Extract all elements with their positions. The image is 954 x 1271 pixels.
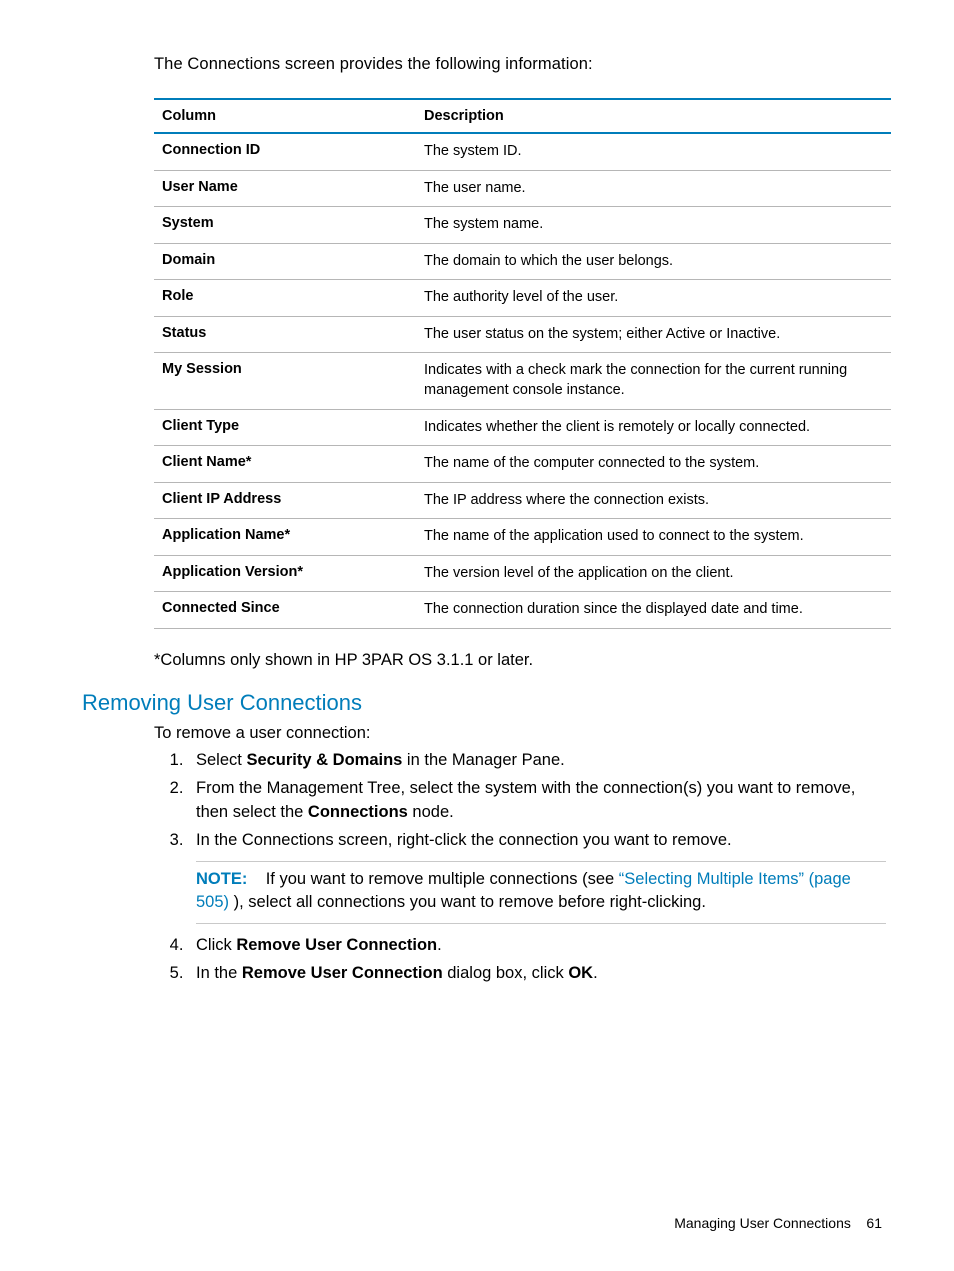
cell-description: The IP address where the connection exis… xyxy=(416,482,891,519)
table-row: DomainThe domain to which the user belon… xyxy=(154,243,891,280)
cell-description: The connection duration since the displa… xyxy=(416,592,891,629)
text: . xyxy=(437,936,442,954)
table-row: Client IP AddressThe IP address where th… xyxy=(154,482,891,519)
connections-table: Column Description Connection IDThe syst… xyxy=(154,98,891,629)
table-row: StatusThe user status on the system; eit… xyxy=(154,316,891,353)
cell-description: The name of the application used to conn… xyxy=(416,519,891,556)
cell-description: The user name. xyxy=(416,170,891,207)
text: In the Connections screen, right-click t… xyxy=(196,831,732,849)
text: . xyxy=(593,964,598,982)
cell-description: Indicates with a check mark the connecti… xyxy=(416,353,891,409)
cell-column: Client Type xyxy=(154,409,416,446)
table-row: SystemThe system name. xyxy=(154,207,891,244)
table-header-row: Column Description xyxy=(154,99,891,133)
cell-description: The system ID. xyxy=(416,133,891,170)
th-description: Description xyxy=(416,99,891,133)
text: In the xyxy=(196,964,242,982)
text: Select xyxy=(196,751,246,769)
table-row: Client TypeIndicates whether the client … xyxy=(154,409,891,446)
text: dialog box, click xyxy=(443,964,569,982)
text: node. xyxy=(408,803,454,821)
step-4: Click Remove User Connection. xyxy=(188,934,886,958)
table-row: Connection IDThe system ID. xyxy=(154,133,891,170)
cell-description: The version level of the application on … xyxy=(416,555,891,592)
text: in the Manager Pane. xyxy=(402,751,564,769)
step-1: Select Security & Domains in the Manager… xyxy=(188,749,886,773)
cell-column: Status xyxy=(154,316,416,353)
cell-description: The user status on the system; either Ac… xyxy=(416,316,891,353)
cell-description: The domain to which the user belongs. xyxy=(416,243,891,280)
bold-text: Remove User Connection xyxy=(242,964,443,982)
section-heading: Removing User Connections xyxy=(82,690,886,716)
note-box: NOTE: If you want to remove multiple con… xyxy=(196,861,886,925)
table-row: Client Name*The name of the computer con… xyxy=(154,446,891,483)
bold-text: Security & Domains xyxy=(246,751,402,769)
step-5: In the Remove User Connection dialog box… xyxy=(188,962,886,986)
cell-column: Role xyxy=(154,280,416,317)
cell-description: The authority level of the user. xyxy=(416,280,891,317)
steps-list: Select Security & Domains in the Manager… xyxy=(154,749,886,986)
cell-column: Application Version* xyxy=(154,555,416,592)
text: Click xyxy=(196,936,236,954)
note-text: If you want to remove multiple connectio… xyxy=(266,870,619,888)
steps-lead: To remove a user connection: xyxy=(154,724,886,743)
intro-text: The Connections screen provides the foll… xyxy=(154,55,886,74)
table-row: My SessionIndicates with a check mark th… xyxy=(154,353,891,409)
table-row: Application Version*The version level of… xyxy=(154,555,891,592)
page: The Connections screen provides the foll… xyxy=(0,0,954,1271)
table-row: Connected SinceThe connection duration s… xyxy=(154,592,891,629)
bold-text: OK xyxy=(568,964,593,982)
note-text: ), select all connections you want to re… xyxy=(229,893,706,911)
cell-column: Connection ID xyxy=(154,133,416,170)
cell-column: System xyxy=(154,207,416,244)
cell-column: User Name xyxy=(154,170,416,207)
th-column: Column xyxy=(154,99,416,133)
cell-column: Connected Since xyxy=(154,592,416,629)
cell-column: Client Name* xyxy=(154,446,416,483)
cell-description: The name of the computer connected to th… xyxy=(416,446,891,483)
footnote-text: *Columns only shown in HP 3PAR OS 3.1.1 … xyxy=(154,651,886,670)
text: From the Management Tree, select the sys… xyxy=(196,779,855,821)
cell-column: Application Name* xyxy=(154,519,416,556)
page-number: 61 xyxy=(866,1215,882,1231)
cell-column: Client IP Address xyxy=(154,482,416,519)
cell-description: The system name. xyxy=(416,207,891,244)
table-row: RoleThe authority level of the user. xyxy=(154,280,891,317)
table-row: Application Name*The name of the applica… xyxy=(154,519,891,556)
cell-column: My Session xyxy=(154,353,416,409)
step-3: In the Connections screen, right-click t… xyxy=(188,829,886,925)
step-2: From the Management Tree, select the sys… xyxy=(188,777,886,825)
bold-text: Connections xyxy=(308,803,408,821)
cell-column: Domain xyxy=(154,243,416,280)
page-footer: Managing User Connections 61 xyxy=(674,1215,882,1231)
footer-title: Managing User Connections xyxy=(674,1215,851,1231)
note-label: NOTE: xyxy=(196,870,247,888)
bold-text: Remove User Connection xyxy=(236,936,437,954)
cell-description: Indicates whether the client is remotely… xyxy=(416,409,891,446)
table-row: User NameThe user name. xyxy=(154,170,891,207)
